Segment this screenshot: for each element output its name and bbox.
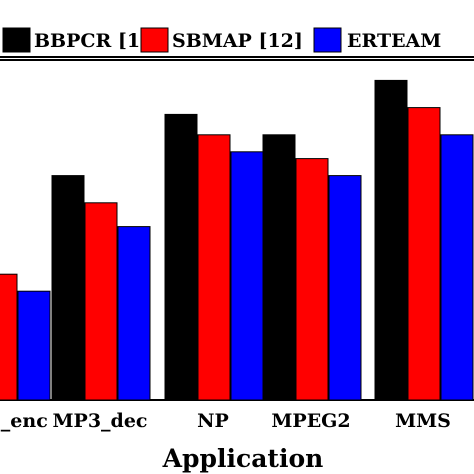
bar-bbpcr-mp3-dec [51, 175, 85, 401]
bar-bbpcr-mpeg2 [262, 134, 296, 401]
x-tick-label: MP3_enc [0, 410, 48, 432]
bar-erteam-np [230, 151, 264, 401]
bar-bbpcr-np [164, 113, 198, 401]
x-axis-title: Application [162, 444, 324, 473]
x-tick-label: MPEG2 [271, 410, 350, 432]
bar-erteam-mpeg2 [328, 175, 362, 401]
legend-label-bbpcr: BBPCR [11] [34, 30, 162, 52]
legend-swatch-bbpcr [2, 27, 31, 53]
bar-sbmap-mp3-dec [84, 202, 118, 401]
bar-bbpcr-mms [374, 79, 408, 401]
x-tick-label: MP3_dec [53, 410, 148, 432]
bar-sbmap-mpeg2 [295, 158, 329, 401]
bars [0, 79, 474, 401]
legend-swatch-erteam [313, 27, 342, 53]
legend: BBPCR [11] SBMAP [12] ERTEAM [2, 27, 441, 53]
bar-sbmap-mp3-enc [0, 273, 18, 401]
bar-sbmap-mms [407, 107, 441, 401]
legend-box [0, 0, 474, 58]
x-tick-label: MMS [395, 410, 451, 432]
bar-erteam-mp3-dec [117, 226, 151, 401]
bar-sbmap-np [197, 134, 231, 401]
x-tick-label: NP [197, 410, 229, 432]
legend-label-sbmap: SBMAP [12] [172, 30, 303, 52]
legend-swatch-sbmap [140, 27, 169, 53]
bar-erteam-mms [440, 134, 474, 401]
legend-label-erteam: ERTEAM [347, 30, 441, 52]
bar-erteam-mp3-enc [17, 290, 51, 401]
